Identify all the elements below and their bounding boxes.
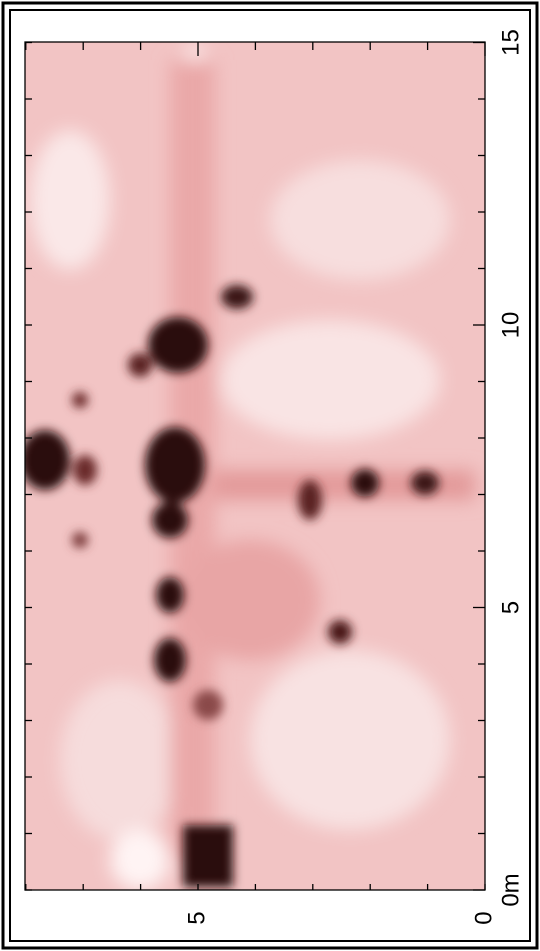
heat-map: [25, 42, 485, 890]
across-tick-label: 0: [470, 911, 497, 924]
across-tick-label: 5: [183, 911, 210, 924]
inner-border: [9, 9, 531, 942]
along-tick-label: 10: [497, 312, 524, 339]
tick-marks: [25, 41, 486, 891]
tick-labels: 0m 5 10 15 0 5: [183, 29, 524, 925]
along-tick-label: 0m: [497, 873, 524, 906]
along-tick-label: 5: [497, 601, 524, 614]
along-tick-label: 15: [497, 29, 524, 56]
